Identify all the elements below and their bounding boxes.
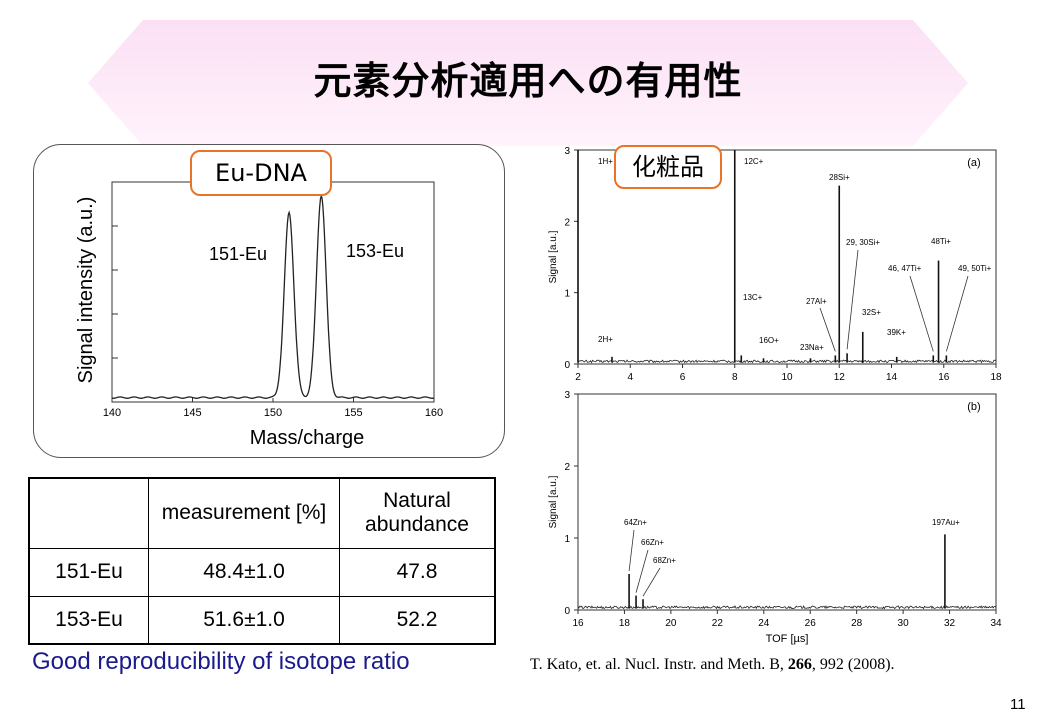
peak-annotation: 39K+	[887, 328, 906, 337]
peak-annotation: 49, 50Ti+	[958, 264, 992, 273]
peak-annotation: 68Zn+	[653, 556, 676, 565]
citation-volume: 266	[787, 656, 812, 673]
eu-dna-tag: Eu-DNA	[190, 150, 332, 196]
page-number: 11	[1010, 696, 1026, 713]
title-banner	[88, 20, 968, 146]
citation-tail: , 992 (2008).	[811, 656, 895, 673]
annotation-arrow	[945, 275, 969, 352]
peak-label: 153-Eu	[346, 241, 404, 261]
x-tick-label: 24	[758, 618, 770, 629]
x-tick-label: 30	[898, 618, 910, 629]
x-axis-label: Mass/charge	[250, 427, 365, 449]
x-tick-label: 145	[183, 407, 201, 419]
peak-annotation: 32S+	[862, 308, 881, 317]
x-tick-label: 4	[627, 372, 633, 383]
panel-label: (b)	[967, 401, 980, 413]
x-tick-label: 20	[665, 618, 677, 629]
y-axis-label: Signal [a.u.]	[548, 475, 559, 528]
row-label: 151-Eu	[28, 547, 149, 597]
baseline-noise	[577, 605, 997, 610]
x-tick-label: 10	[781, 372, 793, 383]
y-tick-label: 3	[564, 390, 570, 401]
eu-dna-chart: 140 145 150 155 160 151-Eu 153-Eu Mass/charge Si…	[75, 181, 443, 449]
table-header-row: measurement [%] Natural abundance	[28, 477, 496, 549]
spectrum-line	[111, 193, 435, 399]
x-tick-label: 34	[990, 618, 1002, 629]
x-tick-label: 22	[712, 618, 724, 629]
peak-label: 151-Eu	[209, 244, 267, 264]
peak-annotation: 23Na+	[800, 343, 824, 352]
y-tick-label: 1	[564, 289, 570, 300]
table-header-cell: Natural abundance	[339, 477, 496, 549]
y-axis-label: Signal intensity (a.u.)	[75, 197, 97, 384]
y-axis-label: Signal [a.u.]	[548, 230, 559, 283]
peak-annotation: 27Al+	[806, 297, 827, 306]
peak-annotation: 66Zn+	[641, 538, 664, 547]
annotation-arrow	[909, 275, 934, 352]
annotation-arrow	[819, 307, 836, 352]
citation-text: T. Kato, et. al. Nucl. Instr. and Meth. …	[530, 656, 788, 673]
natural-abundance-value: 47.8	[339, 547, 496, 597]
slide-title: 元素分析適用への有用性	[313, 59, 743, 103]
peak-annotation: 2H+	[598, 335, 613, 344]
panel-label: (a)	[967, 157, 980, 169]
isotope-ratio-table: measurement [%] Natural abundance 151-Eu…	[28, 477, 496, 645]
annotation-arrow	[846, 249, 859, 350]
table-header-cell: measurement [%]	[148, 477, 340, 549]
y-tick-label: 3	[564, 146, 570, 157]
y-tick-label: 2	[564, 217, 570, 228]
peak-annotation: 64Zn+	[624, 518, 647, 527]
natural-abundance-value: 52.2	[339, 595, 496, 645]
cosmetics-tag: 化粧品	[614, 145, 722, 189]
x-tick-label: 28	[851, 618, 863, 629]
citation: T. Kato, et. al. Nucl. Instr. and Meth. …	[530, 656, 895, 674]
x-tick-label: 155	[344, 407, 362, 419]
x-tick-label: 150	[264, 407, 282, 419]
annotation-arrow	[635, 549, 649, 593]
peak-annotation: 29, 30Si+	[846, 238, 880, 247]
x-tick-label: 14	[886, 372, 898, 383]
peak-annotation: 197Au+	[932, 518, 960, 527]
peak-annotation: 13C+	[743, 293, 763, 302]
y-tick-label: 2	[564, 462, 570, 473]
x-tick-label: 16	[938, 372, 950, 383]
y-tick-label: 0	[564, 606, 570, 617]
baseline-noise	[577, 359, 997, 364]
x-tick-label: 32	[944, 618, 956, 629]
table-row: 151-Eu 48.4±1.0 47.8	[28, 547, 496, 597]
x-tick-label: 16	[572, 618, 584, 629]
row-label: 153-Eu	[28, 595, 149, 645]
plot-frame	[577, 393, 997, 611]
y-tick-label: 0	[564, 360, 570, 371]
x-tick-label: 18	[619, 618, 631, 629]
x-tick-label: 8	[732, 372, 738, 383]
y-tick-label: 1	[564, 534, 570, 545]
annotation-arrow	[642, 567, 661, 597]
x-axis-label: TOF [µs]	[766, 633, 809, 645]
measurement-value: 51.6±1.0	[148, 595, 340, 645]
x-tick-label: 140	[103, 407, 121, 419]
x-tick-label: 2	[575, 372, 581, 383]
x-tick-label: 6	[680, 372, 686, 383]
peak-annotation: 16O+	[759, 336, 779, 345]
table-row: 153-Eu 51.6±1.0 52.2	[28, 595, 496, 645]
annotation-arrow	[628, 529, 635, 572]
peak-annotation: 48Ti+	[931, 237, 951, 246]
peak-annotation: 12C+	[744, 157, 764, 166]
x-tick-label: 12	[834, 372, 846, 383]
reproducibility-note: Good reproducibility of isotope ratio	[32, 648, 410, 675]
peak-annotation: 28Si+	[829, 173, 850, 182]
x-tick-label: 26	[805, 618, 817, 629]
x-tick-label: 160	[425, 407, 443, 419]
peak-annotation: 46, 47Ti+	[888, 264, 922, 273]
measurement-value: 48.4±1.0	[148, 547, 340, 597]
peak-annotation: 1H+	[598, 157, 613, 166]
table-header-cell	[28, 477, 149, 549]
x-tick-label: 18	[990, 372, 1002, 383]
